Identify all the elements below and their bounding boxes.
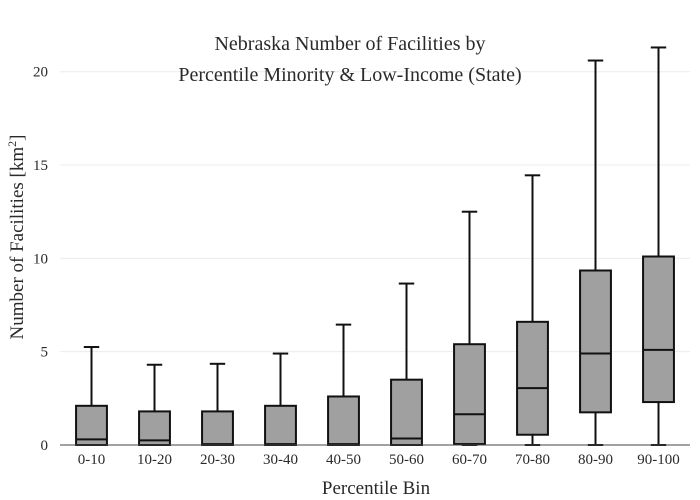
- x-tick-label: 10-20: [137, 452, 172, 468]
- box-iqr: [579, 269, 612, 414]
- y-tick-label: 15: [33, 158, 48, 174]
- box-iqr: [516, 320, 549, 436]
- y-axis-title-end: ]: [7, 135, 28, 141]
- box-plot-series: [75, 46, 675, 447]
- box-0-10: [75, 346, 108, 447]
- x-tick-label: 80-90: [578, 452, 613, 468]
- y-tick-label: 10: [33, 251, 48, 267]
- x-tick-label: 90-100: [637, 452, 680, 468]
- box-60-70: [453, 210, 486, 446]
- box-30-40: [264, 352, 297, 447]
- y-tick-label: 0: [41, 438, 49, 454]
- x-tick-label: 50-60: [389, 452, 424, 468]
- x-tick-label: 20-30: [200, 452, 235, 468]
- box-iqr: [201, 410, 234, 446]
- x-tick-label: 60-70: [452, 452, 487, 468]
- y-axis-title-main: Number of Facilities [km: [7, 147, 28, 340]
- box-20-30: [201, 362, 234, 446]
- box-90-100: [642, 46, 675, 446]
- box-80-90: [579, 59, 612, 446]
- box-10-20: [138, 363, 171, 446]
- x-tick-label: 70-80: [515, 452, 550, 468]
- box-70-80: [516, 174, 549, 446]
- box-iqr: [642, 255, 675, 404]
- x-tick-label: 40-50: [326, 452, 361, 468]
- box-iqr: [327, 395, 360, 446]
- box-iqr: [390, 378, 423, 447]
- y-tick-label: 20: [33, 65, 48, 81]
- box-50-60: [390, 282, 423, 447]
- x-axis-title: Percentile Bin: [322, 478, 431, 499]
- y-axis-ticks: 0 5 10 15 20: [33, 65, 48, 454]
- box-iqr: [264, 404, 297, 447]
- x-tick-label: 30-40: [263, 452, 298, 468]
- box-iqr: [453, 343, 486, 446]
- x-tick-label: 0-10: [78, 452, 106, 468]
- y-axis-title-superscript: 2: [5, 141, 19, 147]
- chart-title-line-1: Nebraska Number of Facilities by: [214, 33, 485, 55]
- x-axis-ticks: 0-10 10-20 20-30 30-40 40-50 50-60 60-70 70-80 8…: [78, 452, 680, 468]
- box-40-50: [327, 323, 360, 446]
- chart-title-line-2: Percentile Minority & Low-Income (State): [178, 64, 521, 86]
- y-axis-title: Number of Facilities [km2]: [5, 135, 28, 340]
- y-tick-label: 5: [41, 345, 49, 361]
